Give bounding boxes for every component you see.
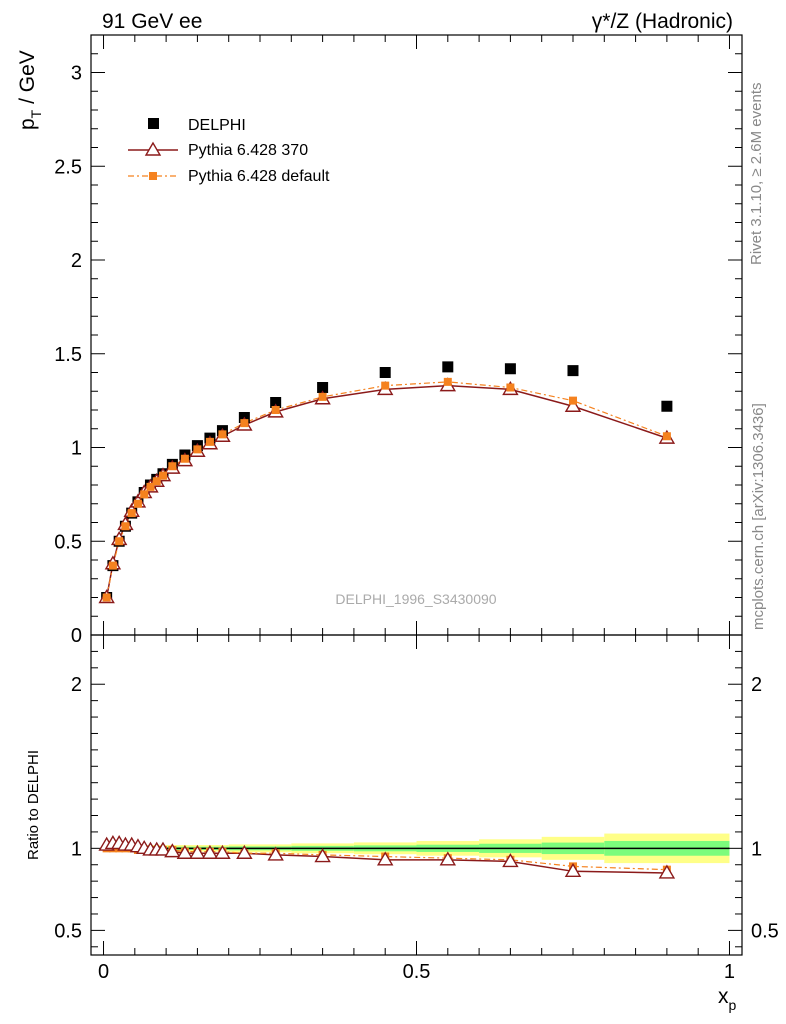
ratio-xtick-label: 0 <box>98 961 109 983</box>
delphi-point <box>661 400 673 412</box>
rivet-label: Rivet 3.1.10, ≥ 2.6M events <box>748 83 765 266</box>
ratio-pythia-370-point <box>214 844 231 859</box>
legend-370-marker <box>144 141 162 156</box>
pythia-default-point <box>168 462 177 471</box>
pythia-370-point <box>564 397 582 412</box>
pythia-default-point <box>662 432 671 441</box>
main-ylabel: pT / GeV <box>16 50 44 130</box>
legend-370-label: Pythia 6.428 370 <box>188 142 308 159</box>
ratio-pythia-default-line <box>106 847 667 871</box>
pythia-default-point <box>140 490 149 499</box>
delphi-point <box>379 367 391 378</box>
ratio-ylabel: Ratio to DELPHI <box>25 750 42 860</box>
legend-delphi-label: DELPHI <box>188 117 246 134</box>
pythia-default-point <box>443 377 452 386</box>
delphi-point <box>317 382 329 393</box>
pythia-default-point <box>180 454 189 463</box>
ratio-pythia-370-point <box>564 862 582 878</box>
ratio-pythia-370-point <box>189 844 206 859</box>
ratio-pythia-370-point <box>267 846 284 861</box>
ratio-xlabel-x: x <box>718 985 729 1008</box>
ratio-series <box>98 835 676 879</box>
main-watermark: DELPHI_1996_S3430090 <box>335 591 496 607</box>
ratio-pythia-370-point <box>314 848 331 863</box>
ratio-ytick-label-right: 2 <box>751 674 762 696</box>
pythia-default-point <box>240 419 249 428</box>
pythia-default-line <box>106 381 668 598</box>
main-axis-ticks: 0 0.5 1 1.5 2 2.5 3 <box>54 35 742 647</box>
pythia-370-line <box>105 384 668 598</box>
main-ylabel-p: p <box>16 118 39 130</box>
pythia-default-point <box>115 537 124 546</box>
ratio-panel: 0.5 0.5 1 1 2 2 0 0.5 1 Ratio to DELPHI xp <box>25 634 779 1013</box>
ratio-frame <box>90 634 743 956</box>
ratio-ytick-label-right: 0.5 <box>751 920 779 942</box>
main-ylabel-unit: / GeV <box>16 50 39 110</box>
pythia-default-point <box>506 383 515 392</box>
ratio-axis-ticks: 0.5 0.5 1 1 2 2 0 0.5 1 <box>54 635 779 983</box>
delphi-point <box>442 361 454 373</box>
ratio-xlabel-sub: p <box>729 997 737 1013</box>
legend-default-label: Pythia 6.428 default <box>188 168 330 185</box>
pythia-default-point <box>218 430 227 439</box>
ratio-ytick-label-left: 2 <box>71 674 82 696</box>
main-ytick-label: 3 <box>71 63 82 85</box>
ratio-xtick-label: 1 <box>724 961 735 983</box>
pythia-default-point <box>158 471 167 480</box>
ratio-pythia-370-point <box>154 841 172 856</box>
ratio-pythia-370-point <box>376 851 394 866</box>
delphi-point <box>270 397 282 408</box>
pythia-default-point <box>193 445 202 454</box>
pythia-default-point <box>127 509 136 518</box>
pythia-default-point <box>271 406 280 414</box>
main-ytick-label: 2.5 <box>54 156 82 178</box>
delphi-point <box>567 365 579 377</box>
ratio-pythia-370-point <box>176 844 194 859</box>
main-ytick-label: 1 <box>71 438 82 460</box>
pythia-default-point <box>108 561 117 570</box>
main-ytick-label: 0 <box>71 625 82 647</box>
pythia-default-point <box>318 392 327 401</box>
ratio-ytick-label-left: 0.5 <box>54 920 82 942</box>
ratio-ytick-label-left: 1 <box>71 838 82 860</box>
pythia-default-point <box>152 477 161 486</box>
legend-default-marker <box>149 172 157 180</box>
ratio-pythia-370-point <box>164 843 181 858</box>
ratio-pythia-370-point <box>201 844 219 859</box>
ratio-pythia-370-point <box>236 844 253 859</box>
pythia-default-point <box>568 396 577 405</box>
pythia-default-point <box>381 381 390 390</box>
ratio-xlabel: xp <box>718 985 737 1013</box>
main-ytick-label: 1.5 <box>54 344 82 366</box>
header-left-label: 91 GeV ee <box>102 10 202 33</box>
main-panel: 0 0.5 1 1.5 2 2.5 3 DELPHI_1996_S3430090 pT / … <box>16 34 743 647</box>
pythia-default-point <box>121 522 130 531</box>
main-ytick-label: 2 <box>71 250 82 272</box>
legend: DELPHI Pythia 6.428 370 Pythia 6.428 def… <box>128 117 330 185</box>
header-right-label: γ*/Z (Hadronic) <box>592 10 733 33</box>
ratio-ytick-label-right: 1 <box>751 838 762 860</box>
main-series <box>98 361 676 604</box>
pythia-default-point <box>102 593 111 602</box>
legend-delphi-marker <box>148 118 159 129</box>
delphi-point <box>504 363 516 375</box>
ratio-xtick-label: 0.5 <box>403 961 431 983</box>
main-ylabel-sub: T <box>28 109 44 118</box>
pythia-default-point <box>205 437 214 446</box>
main-ytick-label: 0.5 <box>54 531 82 553</box>
pythia-default-point <box>146 482 155 491</box>
ratio-pythia-370-point <box>502 853 519 868</box>
pythia-default-point <box>133 499 142 508</box>
mcplots-label: mcplots.cern.ch [arXiv:1306.3436] <box>750 403 767 630</box>
ratio-pythia-370-point <box>439 851 457 866</box>
ratio-pythia-370-point <box>658 864 676 879</box>
